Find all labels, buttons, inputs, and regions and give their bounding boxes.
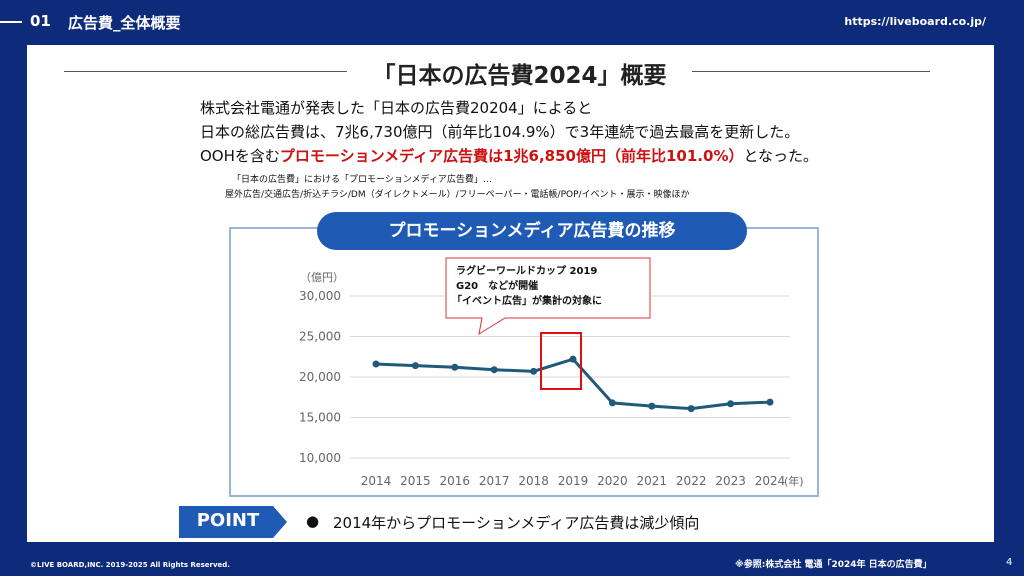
body-line-3: OOHを含むプロモーションメディア広告費は1兆6,850億円（前年比101.0%… [200, 145, 818, 166]
y-axis-label: （億円） [300, 271, 344, 284]
x-tick-label: 2019 [558, 474, 589, 488]
data-point [687, 405, 695, 413]
x-tick-label: 2018 [518, 474, 549, 488]
x-axis-unit: (年) [784, 474, 804, 488]
source-note: ※参照:株式会社 電通「2024年 日本の広告費」 [735, 560, 932, 570]
callout-line-1: ラグビーワールドカップ 2019 [456, 264, 597, 277]
section-number: 01 [30, 12, 51, 30]
x-tick-label: 2014 [361, 474, 392, 488]
y-tick-label: 25,000 [299, 330, 341, 344]
data-point [372, 360, 380, 368]
x-tick-label: 2022 [676, 474, 707, 488]
y-tick-label: 30,000 [299, 289, 341, 303]
body-line-3-post: となった。 [743, 147, 819, 165]
body-line-1: 株式会社電通が発表した「日本の広告費20204」によると [200, 99, 593, 117]
point-tag-shape [179, 506, 287, 538]
slide-title: 「日本の広告費2024」概要 [372, 63, 667, 89]
chart-title-banner: プロモーションメディア広告費の推移 [317, 212, 747, 250]
data-point [766, 398, 774, 406]
x-tick-label: 2016 [440, 474, 471, 488]
series-line [375, 357, 771, 411]
page-number: 4 [1006, 557, 1013, 568]
site-url-link[interactable]: https://liveboard.co.jp/ [844, 15, 986, 28]
x-tick-label: 2023 [715, 474, 746, 488]
data-point [411, 362, 419, 370]
x-tick-label: 2021 [637, 474, 668, 488]
chart-frame [229, 227, 819, 497]
title-rule-right [692, 71, 930, 72]
x-tick-label: 2017 [479, 474, 510, 488]
x-tick-label: 2015 [400, 474, 431, 488]
copyright: ©LIVE BOARD,INC. 2019-2025 All Rights Re… [30, 561, 230, 569]
highlight-box-2019 [540, 332, 582, 390]
callout-line-3: 「イベント広告」が集計の対象に [452, 294, 602, 307]
data-point [648, 402, 656, 410]
header-bar: 01 広告費_全体概要 https://liveboard.co.jp/ [0, 0, 1024, 44]
callout-bubble [445, 257, 651, 336]
title-rule-left [64, 71, 347, 72]
data-point [490, 366, 498, 374]
section-title: 広告費_全体概要 [68, 14, 181, 32]
point-text: 2014年からプロモーションメディア広告費は減少傾向 [333, 514, 700, 532]
data-point [569, 355, 577, 363]
body-line-3-pre: OOHを含む [200, 147, 280, 165]
point-label: POINT [196, 510, 260, 531]
bullet-icon: ● [306, 512, 320, 530]
body-line-2: 日本の総広告費は、7兆6,730億円（前年比104.9%）で3年連続で過去最高を… [200, 123, 800, 141]
x-tick-label: 2024 [755, 474, 786, 488]
note-line-2: 屋外広告/交通広告/折込チラシ/DM（ダイレクトメール）/フリーペーパー・電話帳… [225, 190, 690, 200]
y-tick-label: 15,000 [299, 411, 341, 425]
note-line-1: 「日本の広告費」における「プロモーションメディア広告費」… [232, 175, 492, 185]
data-point [608, 399, 616, 407]
data-point [727, 400, 735, 408]
header-dash [0, 21, 22, 23]
x-tick-label: 2020 [597, 474, 628, 488]
y-tick-label: 20,000 [299, 370, 341, 384]
data-point [451, 363, 459, 371]
body-line-3-highlight: プロモーションメディア広告費は1兆6,850億円（前年比101.0%） [279, 147, 744, 165]
y-tick-label: 10,000 [299, 451, 341, 465]
callout-line-2: G20 などが開催 [456, 279, 538, 292]
data-point [530, 367, 538, 375]
